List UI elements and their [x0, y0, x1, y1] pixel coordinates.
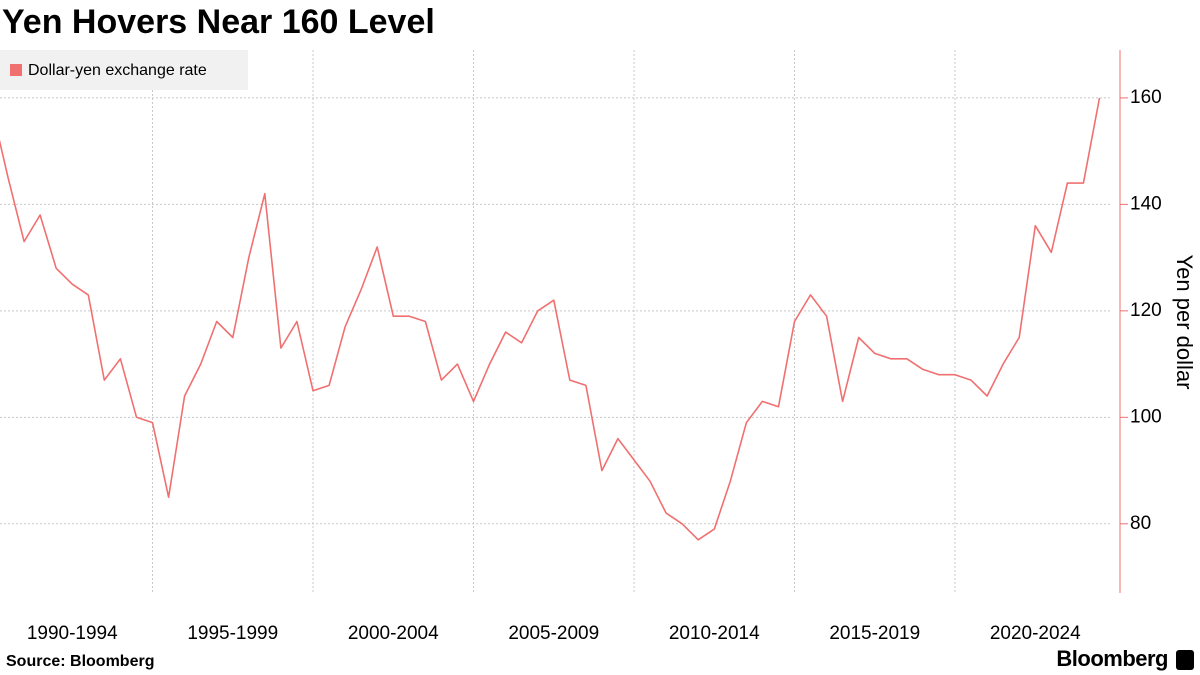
brand-logo: Bloomberg — [1056, 646, 1168, 671]
source-note: Source: Bloomberg — [6, 653, 154, 670]
brand-icon — [1176, 650, 1194, 670]
y-tick-label: 100 — [1130, 406, 1162, 427]
legend-swatch — [10, 64, 22, 76]
x-tick-label: 2000-2004 — [348, 623, 439, 644]
y-tick-label: 160 — [1130, 87, 1162, 108]
x-tick-label: 2015-2019 — [829, 623, 920, 644]
y-tick-label: 120 — [1130, 300, 1162, 321]
y-axis-title: Yen per dollar — [1172, 255, 1197, 390]
x-tick-label: 1995-1999 — [187, 623, 278, 644]
y-tick-label: 140 — [1130, 193, 1162, 214]
x-tick-label: 1990-1994 — [27, 623, 118, 644]
x-tick-label: 2020-2024 — [990, 623, 1081, 644]
legend-label: Dollar-yen exchange rate — [28, 62, 207, 79]
x-tick-label: 2005-2009 — [508, 623, 599, 644]
x-tick-label: 2010-2014 — [669, 623, 760, 644]
data-line — [0, 97, 1101, 541]
chart-title: Yen Hovers Near 160 Level — [2, 3, 435, 41]
y-tick-label: 80 — [1130, 513, 1151, 534]
legend-box — [0, 50, 248, 90]
